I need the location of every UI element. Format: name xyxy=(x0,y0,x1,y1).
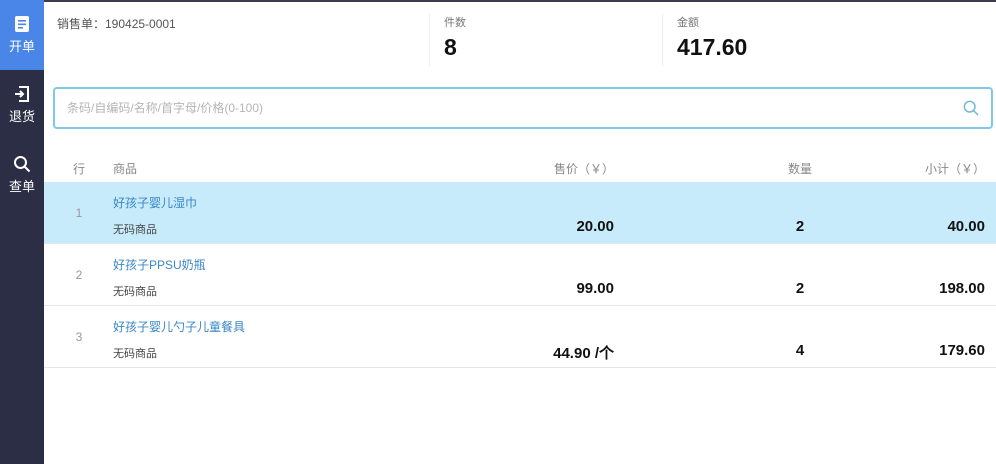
sidebar: 开单 退货 查单 xyxy=(0,0,44,464)
search-box xyxy=(53,87,993,129)
total-amount-value: 417.60 xyxy=(677,34,748,60)
main-panel: 销售单：190425-0001 件数 8 金额 417.60 行 商品 售价（￥… xyxy=(44,0,996,464)
product-name[interactable]: 好孩子PPSU奶瓶 xyxy=(113,258,206,272)
subtotal: 179.60 xyxy=(939,342,985,359)
total-amount: 金额 417.60 xyxy=(662,14,747,66)
sidebar-item-label: 退货 xyxy=(8,109,35,124)
product-name[interactable]: 好孩子婴儿勺子儿童餐具 xyxy=(113,320,246,334)
row-number: 1 xyxy=(75,206,83,220)
col-header-price: 售价（￥） xyxy=(553,162,614,176)
product-code: 无码商品 xyxy=(113,286,157,298)
product-code: 无码商品 xyxy=(113,224,157,236)
row-number: 2 xyxy=(75,268,83,282)
table-row[interactable]: 3 好孩子婴儿勺子儿童餐具 无码商品 44.90 /个 4 179.60 xyxy=(44,306,996,368)
return-icon xyxy=(15,86,29,102)
subtotal: 40.00 xyxy=(947,218,985,235)
product-code: 无码商品 xyxy=(113,348,157,360)
window-top-border xyxy=(0,0,996,2)
table-row[interactable]: 2 好孩子PPSU奶瓶 无码商品 99.00 2 198.00 xyxy=(44,244,996,306)
quantity[interactable]: 2 xyxy=(795,218,805,235)
price[interactable]: 44.90 /个 xyxy=(553,345,614,362)
col-header-product: 商品 xyxy=(113,162,138,176)
sidebar-item-new-order[interactable]: 开单 xyxy=(0,0,44,70)
quantity[interactable]: 2 xyxy=(795,280,805,297)
search-input[interactable] xyxy=(67,101,963,115)
item-count-label: 件数 xyxy=(444,17,466,29)
item-count-value: 8 xyxy=(444,34,457,60)
table-row[interactable]: 1 好孩子婴儿湿巾 无码商品 20.00 2 40.00 xyxy=(44,182,996,244)
search-icon xyxy=(14,156,31,173)
sidebar-item-query[interactable]: 查单 xyxy=(0,140,44,210)
order-number: 销售单：190425-0001 xyxy=(57,17,176,31)
sidebar-item-label: 查单 xyxy=(8,179,35,194)
price[interactable]: 99.00 xyxy=(576,280,614,297)
col-header-row: 行 xyxy=(72,162,85,176)
subtotal: 198.00 xyxy=(939,280,985,297)
col-header-qty: 数量 xyxy=(787,162,812,176)
document-icon xyxy=(15,16,29,32)
quantity[interactable]: 4 xyxy=(795,342,805,359)
item-count: 件数 8 xyxy=(429,14,466,66)
price[interactable]: 20.00 xyxy=(576,218,614,235)
total-amount-label: 金额 xyxy=(677,17,699,29)
search-icon[interactable] xyxy=(963,100,979,116)
product-name[interactable]: 好孩子婴儿湿巾 xyxy=(113,196,198,210)
sidebar-item-label: 开单 xyxy=(8,39,35,54)
col-header-subtotal: 小计（￥） xyxy=(924,162,985,176)
row-number: 3 xyxy=(75,330,83,344)
table-header: 行 商品 售价（￥） 数量 小计（￥） xyxy=(44,160,996,180)
sidebar-item-return[interactable]: 退货 xyxy=(0,70,44,140)
